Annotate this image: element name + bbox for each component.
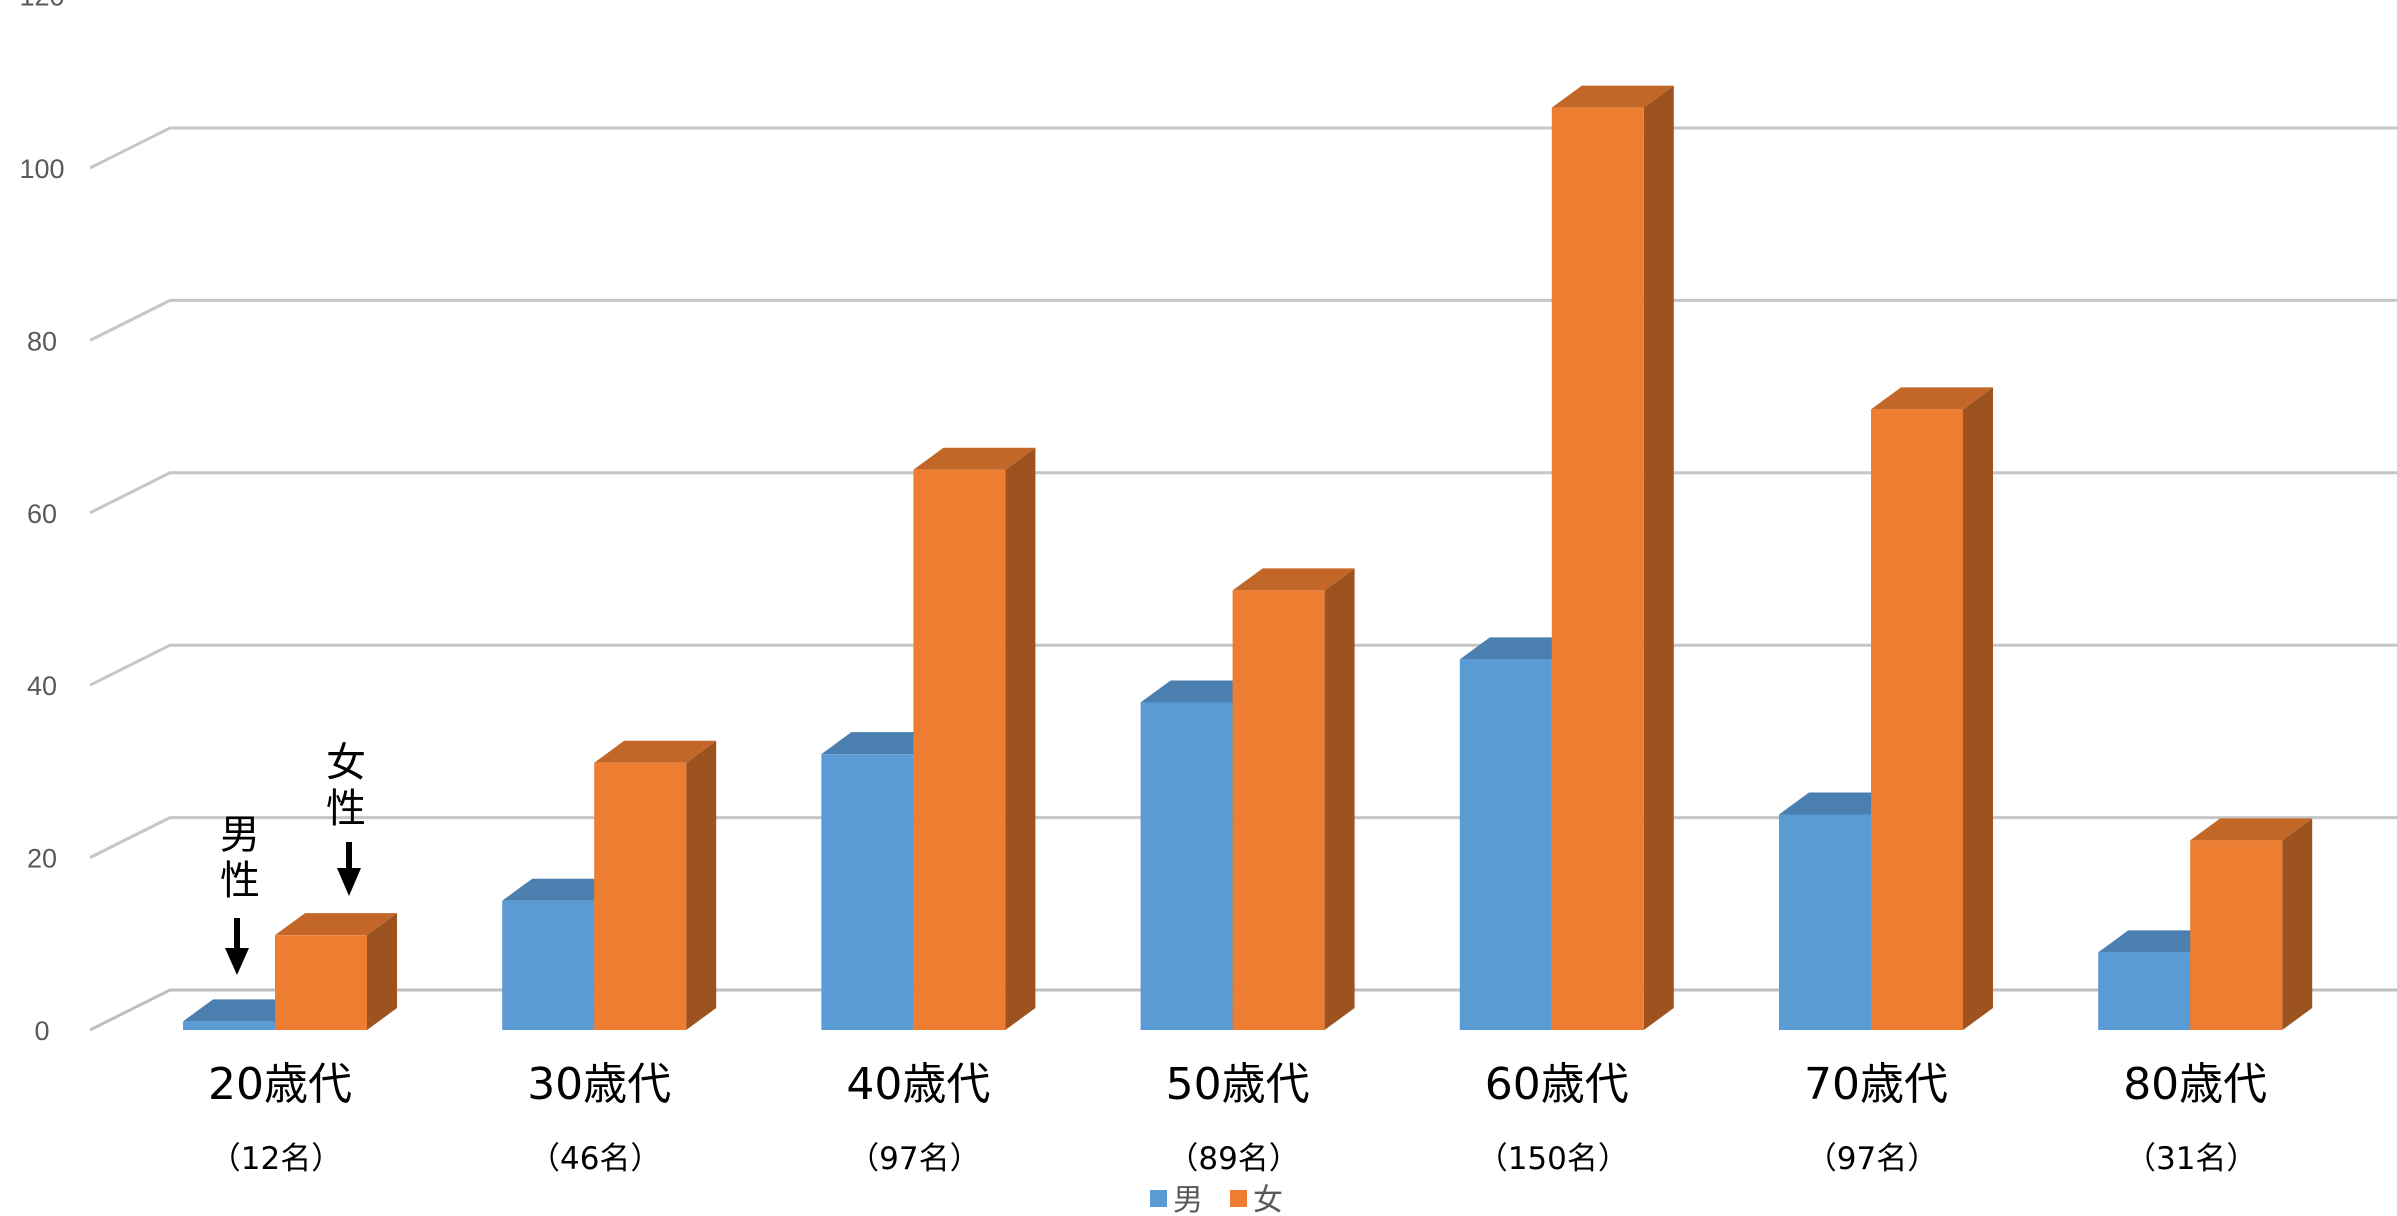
y-tick-label: 20 (27, 844, 57, 874)
annotation-female-line2: 性 (326, 786, 366, 832)
legend-swatch-female (1230, 1190, 1247, 1207)
y-tick-label: 60 (27, 499, 57, 529)
legend: 男 女 (1150, 1183, 1283, 1216)
annotation-male-line1: 男 (220, 812, 260, 858)
gridline (89, 126, 2397, 170)
bar-front (1779, 814, 1871, 1030)
legend-swatch-male (1150, 1190, 1167, 1207)
bar-side (1963, 387, 1993, 1030)
y-tick-label: 0 (34, 1016, 49, 1046)
category-count-label: （31名） (2125, 1141, 2257, 1177)
bar-female (1551, 85, 1674, 1030)
bar-side (1005, 447, 1036, 1030)
annotation-male-arrow (225, 918, 249, 975)
category-count-label: （97名） (1806, 1141, 1938, 1177)
annotation-female-line1: 女 (326, 740, 366, 786)
bar-top (2190, 818, 2313, 841)
category-label: 50歳代 (1166, 1059, 1310, 1110)
bar-front (821, 754, 914, 1030)
category-label: 20歳代 (208, 1059, 352, 1110)
category-labels: 20歳代 （12名） 30歳代 （46名） 40歳代 （97名） 50歳代 （89名） 60歳代… (208, 1059, 2267, 1177)
bar-side (1643, 85, 1674, 1030)
bar-front (1232, 590, 1325, 1030)
bar-front (2190, 840, 2283, 1030)
bar-side (686, 740, 717, 1030)
bar-female (594, 740, 717, 1030)
category-label: 80歳代 (2123, 1059, 2267, 1110)
category-label: 60歳代 (1485, 1059, 1629, 1110)
bar-front (275, 935, 367, 1030)
category-count-label: （97名） (848, 1141, 980, 1177)
annotation-female-arrow (337, 842, 361, 896)
legend-label-female: 女 (1253, 1183, 1283, 1216)
annotation-male-line2: 性 (220, 858, 260, 904)
bar-female (913, 447, 1036, 1030)
bar-top (183, 999, 305, 1022)
bar-top (1871, 387, 1993, 410)
bar-female (1871, 387, 1993, 1030)
annotations: 男 性 女 性 (220, 740, 366, 975)
y-tick-label: 120 (19, 0, 64, 12)
legend-label-male: 男 (1173, 1183, 1203, 1216)
category-count-label: （89名） (1167, 1141, 1299, 1177)
bar-front (502, 900, 595, 1030)
bar-top (1779, 792, 1901, 815)
bar-top (1459, 637, 1582, 660)
bar-top (1232, 568, 1355, 591)
bar-front (1871, 409, 1963, 1030)
bar-female (2190, 818, 2313, 1030)
gridline (89, 471, 2397, 515)
category-count-label: （12名） (210, 1141, 342, 1177)
bar-front (1551, 107, 1644, 1030)
y-axis-ticks: 0 20 40 60 80 100 120 (19, 0, 64, 1046)
bar-female (275, 913, 397, 1030)
bar-side (1324, 568, 1355, 1030)
bar-top (913, 447, 1036, 470)
y-tick-label: 40 (27, 671, 57, 701)
bar-female (1232, 568, 1355, 1030)
bar-front (913, 469, 1006, 1030)
bar-front (1140, 702, 1233, 1030)
bar-top (1551, 85, 1674, 108)
y-tick-label: 80 (27, 326, 57, 356)
bar-top (2098, 930, 2221, 953)
bar-front (2098, 952, 2191, 1030)
bar-side (367, 913, 397, 1030)
bar-side (2282, 818, 2313, 1030)
category-count-label: （150名） (1477, 1141, 1629, 1177)
bar-top (1140, 680, 1263, 703)
bar-top (821, 732, 944, 755)
category-label: 40歳代 (846, 1059, 990, 1110)
gridline (89, 298, 2397, 342)
bar-front (594, 762, 687, 1030)
bar-top (594, 740, 717, 763)
bar-front (183, 1021, 275, 1030)
bars (183, 85, 2313, 1030)
y-tick-label: 100 (19, 154, 64, 184)
bar-top (502, 878, 625, 901)
category-label: 70歳代 (1804, 1059, 1948, 1110)
bar-top (275, 913, 397, 936)
category-label: 30歳代 (527, 1059, 671, 1110)
bar-front (1459, 659, 1552, 1030)
category-count-label: （46名） (529, 1141, 661, 1177)
